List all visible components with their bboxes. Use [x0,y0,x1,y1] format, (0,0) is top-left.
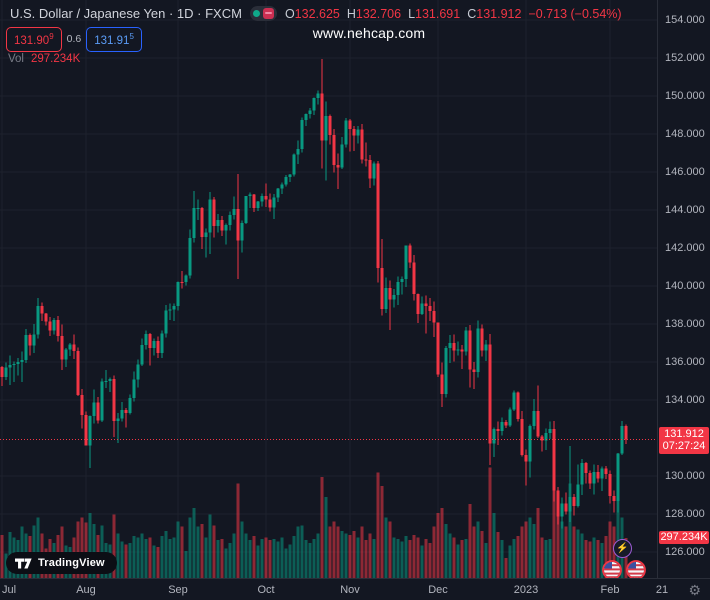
bid-ask-row: 131.909 0.6 131.915 [6,27,142,52]
price-tick-label: 128.000 [665,508,705,520]
time-tick-label: Jul [2,584,17,596]
volume-legend: Vol 297.234K [8,53,80,65]
time-tick-label: Oct [257,584,275,596]
volume-label: Vol [8,53,24,65]
symbol-legend: U.S. Dollar / Japanese Yen · 1D · FXCM O… [10,6,622,21]
open-value: 132.625 [294,6,340,21]
tradingview-mark-icon [15,558,32,568]
last-price-value: 131.912 [664,427,704,440]
price-tick-label: 142.000 [665,242,705,254]
tradingview-logo[interactable]: TradingView [6,552,117,574]
price-axis[interactable]: 131.912 07:27:24 297.234K 154.000 152.000… [657,0,710,578]
tradingview-logo-text: TradingView [38,557,105,569]
price-tick-label: 154.000 [665,14,705,26]
time-tick-label: 21 [655,584,669,596]
low-value: 131.691 [415,6,461,21]
price-tick-label: 144.000 [665,204,705,216]
volume-value: 297.234K [31,53,81,65]
price-tick-label: 140.000 [665,280,705,292]
last-price-badge: 131.912 07:27:24 [659,426,709,454]
buy-ask-button[interactable]: 131.915 [86,27,142,52]
low-label: L [408,6,416,21]
time-tick-label: Feb [600,584,620,596]
watermark: www.nehcap.com [312,25,426,41]
high-value: 132.706 [355,6,402,21]
price-tick-label: 152.000 [665,52,705,64]
close-value: 131.912 [476,6,522,21]
chart-pane[interactable]: www.nehcap.com U.S. Dollar / Japanese Ye… [0,0,657,581]
bar-countdown: 07:27:24 [662,439,706,452]
price-tick-label: 150.000 [665,90,705,102]
price-tick-label: 134.000 [665,394,705,406]
market-status-toggle[interactable] [249,6,277,21]
sell-bid-button[interactable]: 131.909 [6,27,62,52]
close-label: C [467,6,477,21]
market-toggle-icon [262,8,274,19]
economic-event-bolt-icon[interactable]: ⚡ [613,539,632,558]
symbol-title[interactable]: U.S. Dollar / Japanese Yen · 1D · FXCM [10,6,242,21]
price-tick-label: 136.000 [665,356,705,368]
time-tick-label: Dec [428,584,448,596]
ohlc-values: O132.625 H132.706 L131.691 C131.912 −0.7… [285,7,622,21]
open-label: O [284,6,295,21]
us-economic-event-flag-icon[interactable] [601,559,623,581]
lightning-icon: ⚡ [616,543,629,554]
price-tick-label: 130.000 [665,470,705,482]
spread-value: 0.6 [66,33,82,46]
volume-axis-badge: 297.234K [659,530,709,544]
high-label: H [346,6,356,21]
time-tick-label: 2023 [513,584,539,596]
market-open-dot-icon [252,10,260,17]
price-tick-label: 146.000 [665,166,705,178]
time-tick-label: Aug [76,584,96,596]
price-tick-label: 148.000 [665,128,705,140]
candlestick-chart[interactable] [0,0,657,578]
settings-gear-icon[interactable]: ⚙ [688,582,701,598]
price-tick-label: 126.000 [665,546,705,558]
time-axis[interactable]: ⚙ Jul Aug Sep Oct Nov Dec 2023 Feb 21 [0,578,710,600]
change-value: −0.713 (−0.54%) [528,6,622,21]
time-tick-label: Sep [168,584,188,596]
time-tick-label: Nov [340,584,360,596]
price-tick-label: 138.000 [665,318,705,330]
